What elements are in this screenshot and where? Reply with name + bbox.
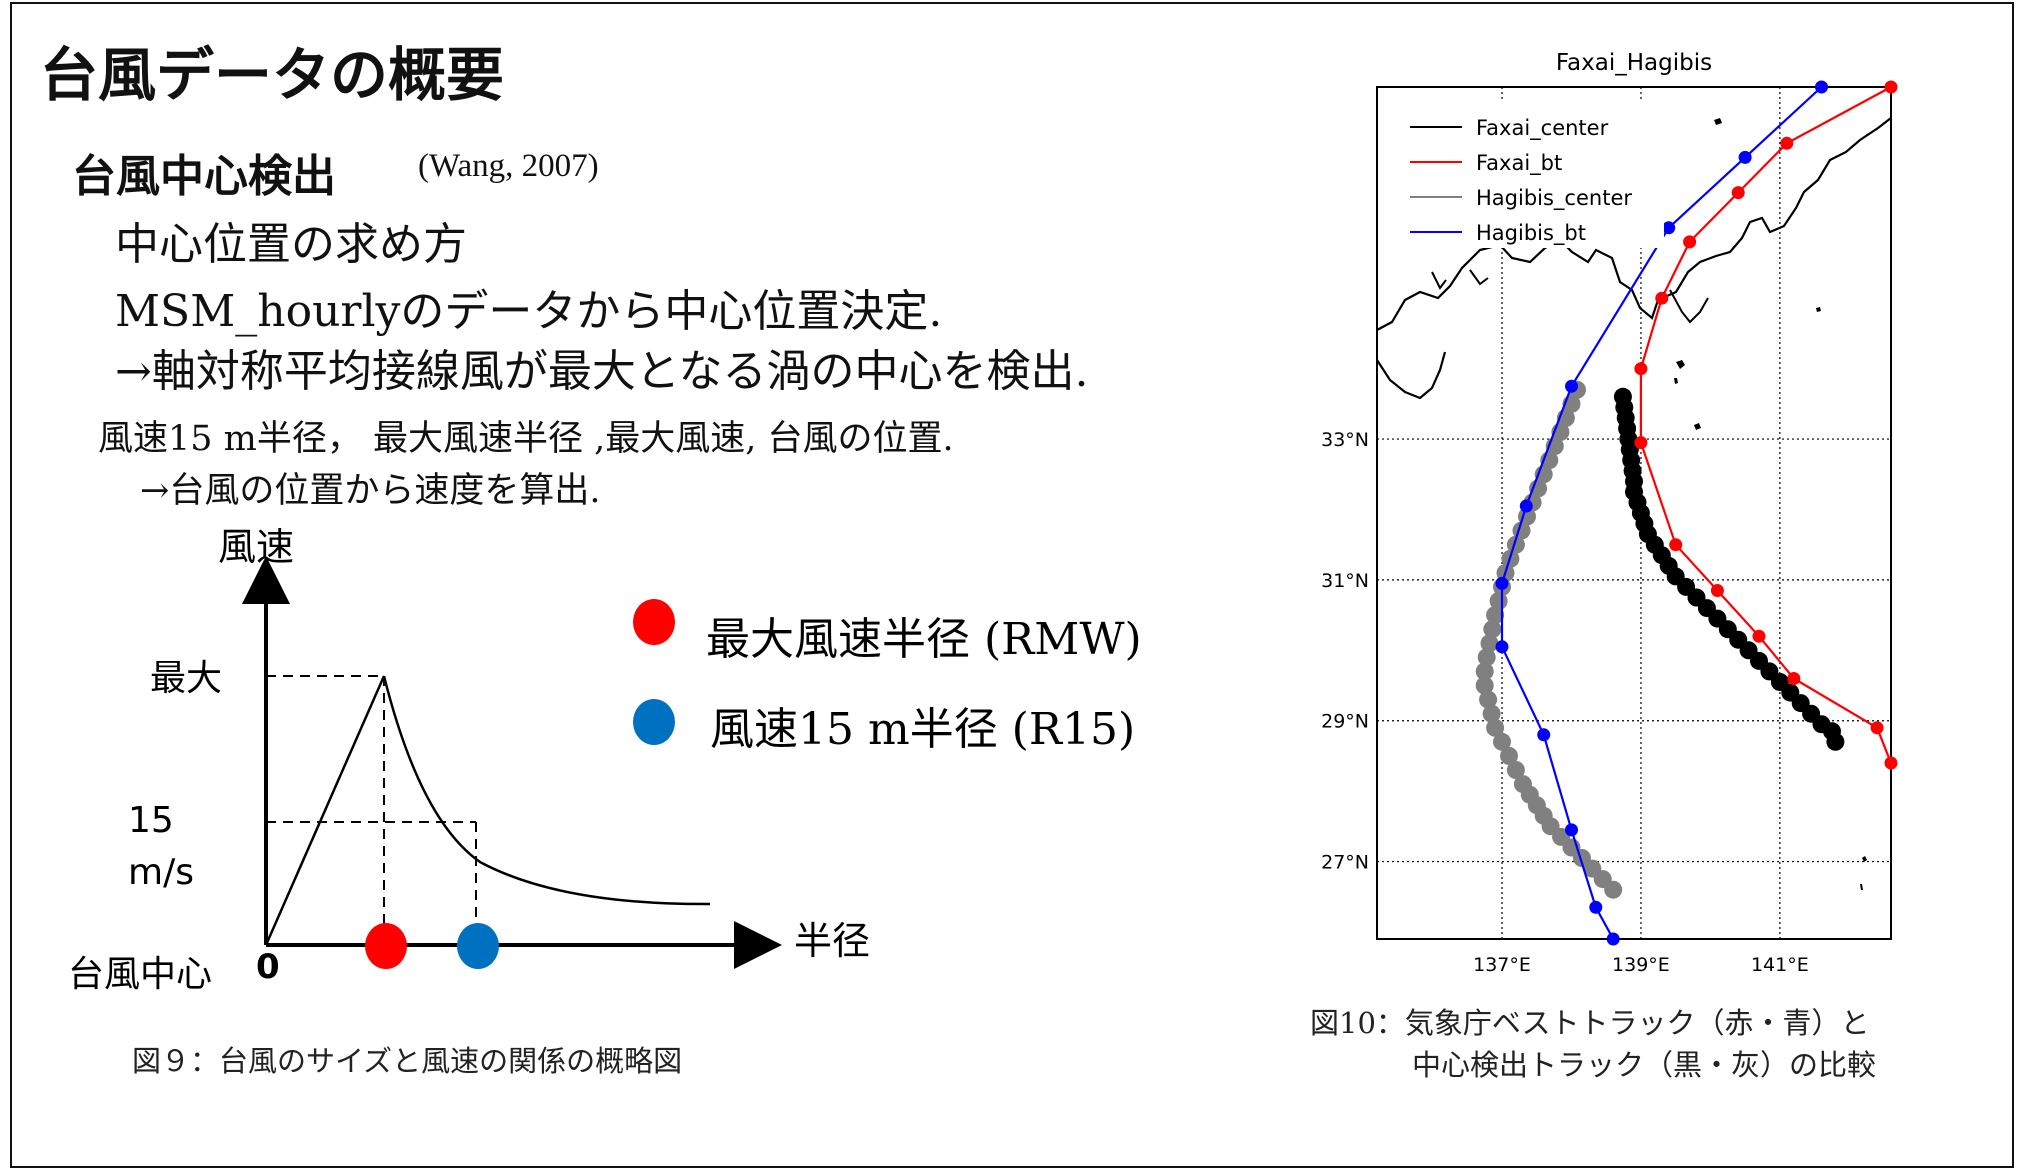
hagibis-center-point: [1486, 606, 1505, 625]
hagibis-center-point: [1500, 746, 1518, 765]
y-tick-label: 33°N: [1321, 429, 1369, 451]
island-niijima: [1674, 378, 1678, 384]
coastline-peninsula: [1669, 289, 1709, 324]
faxai-center-point: [1613, 387, 1632, 406]
legend-faxai-center: Faxai_center: [1476, 116, 1609, 141]
map-title: Faxai_Hagibis: [1556, 50, 1712, 76]
hagibis-bt-point: [1519, 499, 1533, 513]
fig10-caption-line1: 図10：気象庁ベストトラック（赤・青）と: [1310, 1006, 1870, 1040]
rmw-marker: [365, 923, 407, 969]
hagibis-center-point: [1506, 535, 1525, 554]
hagibis-center-point: [1482, 704, 1501, 723]
x-axis-label: 半径: [794, 919, 870, 963]
coastline-japan: [1376, 117, 1892, 331]
faxai-bt-point: [1634, 362, 1648, 376]
section-heading: 台風中心検出: [72, 151, 336, 202]
hagibis-center-point: [1486, 718, 1505, 737]
legend-faxai-bt: Faxai_bt: [1476, 151, 1562, 176]
fig10-caption-line2: 中心検出トラック（黒・灰）の比較: [1412, 1048, 1877, 1082]
hagibis-bt-point: [1662, 221, 1676, 235]
hagibis-bt-point: [1738, 150, 1752, 164]
hagibis-center-point: [1513, 775, 1532, 794]
faxai-bt-point: [1710, 584, 1724, 597]
faxai-bt-point: [1655, 291, 1669, 305]
y-axis-label: 風速: [218, 525, 294, 569]
citation: (Wang, 2007): [418, 148, 599, 184]
fig9-caption: 図９：台風のサイズと風速の関係の概略図: [132, 1044, 683, 1078]
hagibis-center-point: [1506, 761, 1525, 779]
hagibis-center-point: [1475, 676, 1494, 695]
hagibis-center-point: [1483, 620, 1502, 639]
hagibis-bt-point: [1495, 640, 1509, 654]
wind-profile-decay: [382, 675, 711, 906]
wind-profile-rise: [264, 675, 386, 946]
faxai-bt-point: [1870, 721, 1884, 735]
coastline-bay: [1431, 269, 1489, 290]
map-legend: [1394, 100, 1664, 248]
hagibis-center-point: [1475, 662, 1494, 681]
legend-r15-dot: [633, 699, 675, 745]
hagibis-center-point: [1493, 732, 1511, 751]
x-tick-label: 139°E: [1612, 954, 1670, 976]
faxai-bt-point: [1669, 538, 1683, 552]
faxai-bt-point: [1787, 672, 1801, 685]
map-series: [1475, 80, 1898, 946]
legend-r15-label: 風速15 m半径 (R15): [710, 704, 1135, 755]
text-line-5: →台風の位置から速度を算出.: [140, 471, 601, 511]
hagibis-bt-point: [1495, 576, 1509, 590]
x-tick-label: 137°E: [1473, 954, 1531, 976]
faxai-bt-point: [1634, 436, 1648, 450]
hagibis-bt-point: [1589, 900, 1603, 914]
faxai-bt-point: [1731, 186, 1745, 200]
coastline-kyushu: [1376, 351, 1447, 400]
island-small-2: [1816, 307, 1821, 312]
map-ticks: 137°E 139°E 141°E 27°N 29°N 31°N 33°N: [1321, 429, 1809, 976]
text-line-4: 風速15 m半径， 最大風速半径 ,最大風速, 台風の位置.: [98, 419, 954, 459]
origin-value: 0: [256, 947, 280, 987]
origin-label: 台風中心: [68, 954, 212, 995]
faxai-bt-point: [1884, 756, 1898, 770]
wind15-unit: m/s: [128, 852, 194, 893]
faxai-bt-point: [1752, 629, 1766, 643]
map-coastline: [1376, 117, 1892, 890]
island-small-1: [1714, 118, 1722, 125]
hagibis-center-point: [1479, 690, 1498, 709]
text-line-2: MSM_hourlyのデータから中心位置決定.: [115, 286, 943, 337]
x-tick-label: 141°E: [1751, 954, 1809, 976]
legend-hagibis-bt: Hagibis_bt: [1476, 221, 1586, 246]
island-oshima: [1676, 360, 1685, 369]
hagibis-center-point: [1477, 648, 1496, 667]
y-tick-label: 27°N: [1321, 852, 1369, 874]
island-small-3: [1860, 856, 1867, 890]
max-label: 最大: [150, 658, 222, 699]
hagibis-bt-point: [1606, 932, 1620, 946]
faxai-bt-point: [1884, 80, 1898, 94]
slide-frame: [10, 2, 2014, 1168]
text-line-3: →軸対称平均接線風が最大となる渦の中心を検出.: [115, 346, 1089, 397]
hagibis-bt-point: [1815, 80, 1828, 94]
wind15-label: 15: [128, 800, 174, 841]
hagibis-center-point: [1480, 634, 1499, 653]
faxai-bt-point: [1683, 235, 1697, 249]
legend-rmw-label: 最大風速半径 (RMW): [706, 614, 1142, 665]
slide-title: 台風データの概要: [40, 41, 505, 109]
y-tick-label: 29°N: [1321, 711, 1369, 733]
hagibis-bt-point: [1565, 379, 1578, 393]
y-tick-label: 31°N: [1321, 570, 1369, 592]
island-hachijo: [1694, 423, 1701, 430]
legend-hagibis-center: Hagibis_center: [1476, 186, 1632, 211]
legend-rmw-dot: [633, 599, 675, 645]
r15-marker: [457, 923, 499, 969]
hagibis-bt-point: [1565, 823, 1578, 837]
faxai-bt-point: [1780, 136, 1794, 150]
hagibis-bt-point: [1537, 728, 1551, 742]
text-line-1: 中心位置の求め方: [115, 219, 467, 270]
